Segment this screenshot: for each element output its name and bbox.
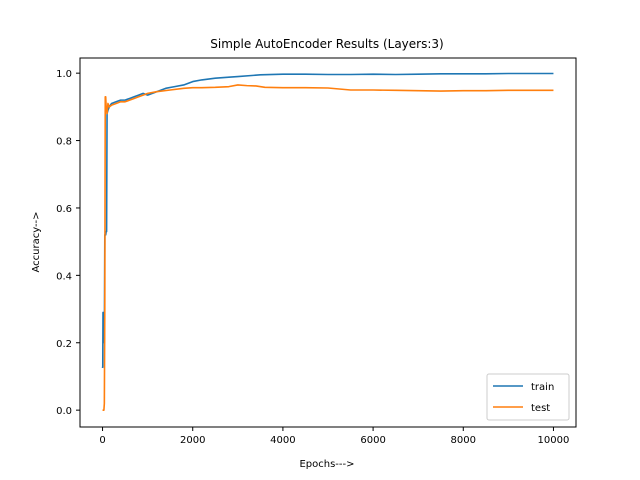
y-tick-label: 0.2 <box>56 339 72 350</box>
legend-label-test: test <box>531 403 550 414</box>
legend: train test <box>486 373 570 421</box>
y-axis: 0.0 0.2 0.4 0.6 0.8 1.0 <box>56 69 80 417</box>
legend-box <box>486 373 570 421</box>
y-tick-label: 0.8 <box>56 137 72 148</box>
legend-label-train: train <box>531 382 554 393</box>
y-tick-label: 1.0 <box>56 69 72 80</box>
x-tick-label: 6000 <box>360 435 385 446</box>
y-tick-label: 0.6 <box>56 204 72 215</box>
x-tick-label: 8000 <box>451 435 476 446</box>
series-layer <box>101 72 554 411</box>
x-tick-label: 10000 <box>538 435 570 446</box>
x-axis-title: Epochs---> <box>299 459 354 470</box>
x-axis: 0 2000 4000 6000 8000 10000 <box>99 427 569 446</box>
y-axis-title: Accuracy--> <box>31 211 42 272</box>
y-tick-label: 0.0 <box>56 406 72 417</box>
chart-title: Simple AutoEncoder Results (Layers:3) <box>210 37 443 51</box>
x-tick-label: 4000 <box>270 435 295 446</box>
x-tick-label: 2000 <box>180 435 205 446</box>
plot-frame <box>79 57 577 428</box>
x-tick-label: 0 <box>99 435 105 446</box>
series-line-test <box>102 84 554 411</box>
y-tick-label: 0.4 <box>56 271 72 282</box>
